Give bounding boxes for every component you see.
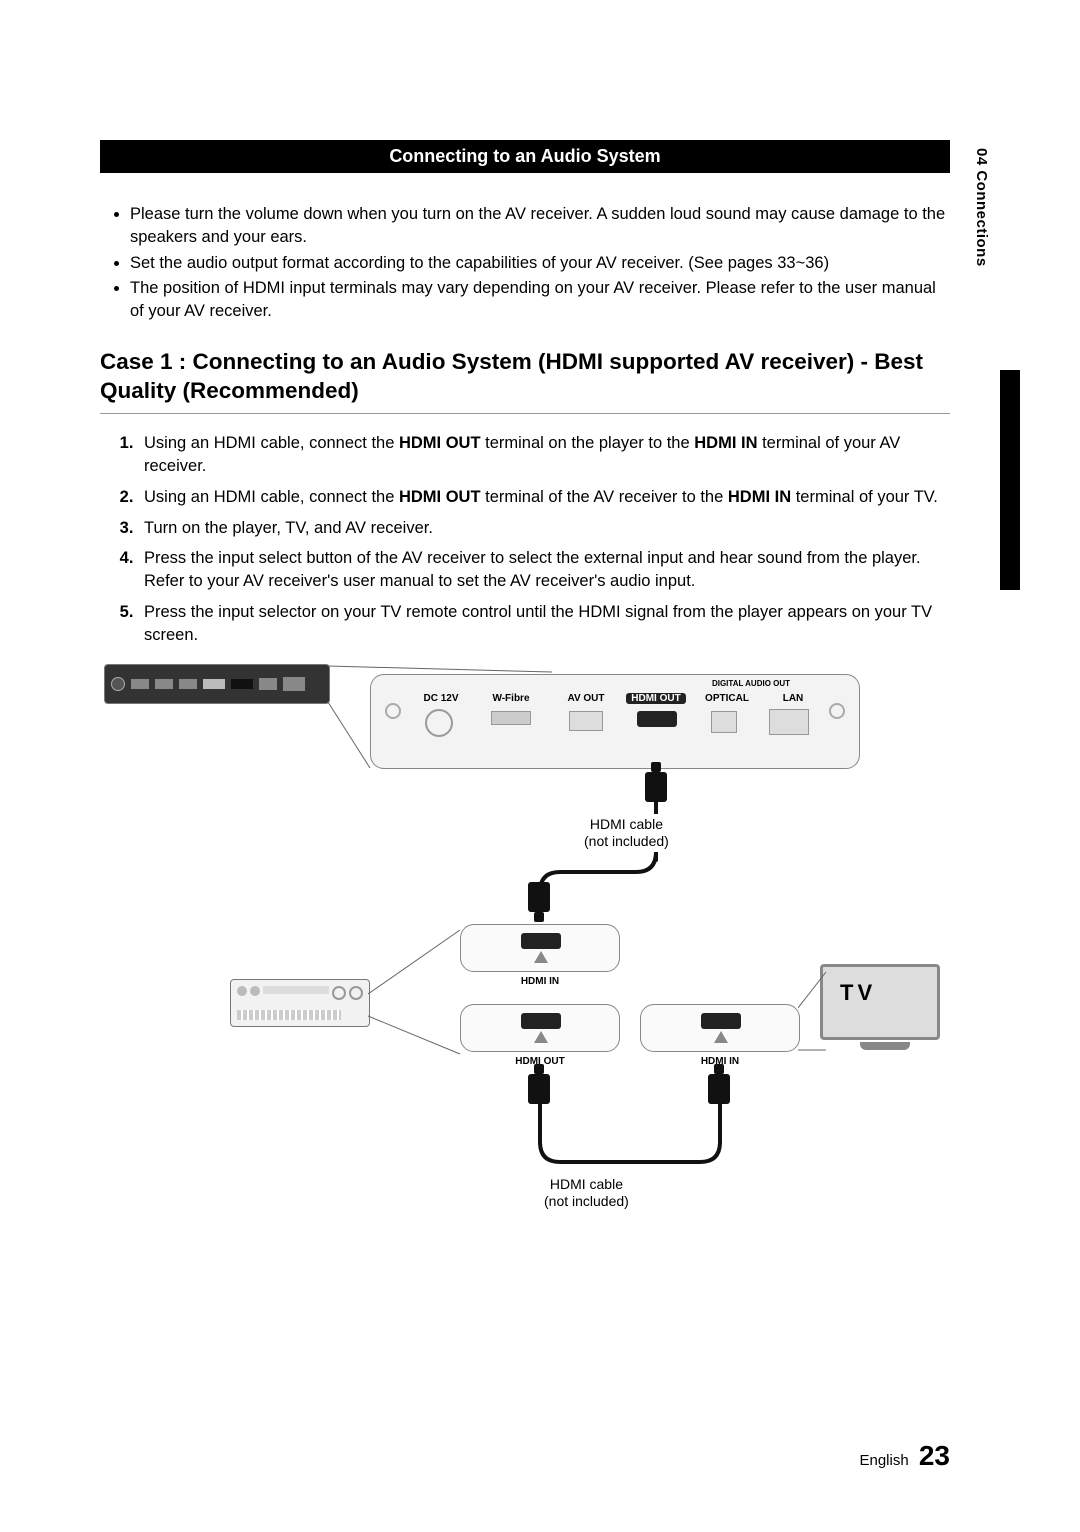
edge-thumb-tab [1000,370,1020,590]
page-body: Connecting to an Audio System Please tur… [100,140,950,1472]
cable-label: HDMI cable(not included) [540,1174,633,1212]
tv-icon [820,964,950,1059]
tv-label: TV [840,980,876,1006]
separator [100,413,950,414]
cable-path [500,794,700,914]
section-title-bar: Connecting to an Audio System [100,140,950,173]
connection-diagram: DC 12V W-Fibre AV OUT HDMI OUT OPTICAL L… [100,664,950,1244]
port-label-hdmi-out: HDMI OUT [626,693,686,704]
player-thumbnail [104,664,330,704]
receiver-callout [368,924,468,1064]
bullet-item: Please turn the volume down when you tur… [130,203,950,249]
footer-language: English [859,1452,908,1469]
port-label: DIGITAL AUDIO OUT [681,679,821,688]
player-rear-panel: DC 12V W-Fibre AV OUT HDMI OUT OPTICAL L… [370,674,860,769]
step-item: Press the input selector on your TV remo… [138,601,950,647]
av-receiver-icon [230,979,370,1027]
bullet-item: Set the audio output format according to… [130,252,950,275]
chapter-tab: 04 Connections [973,148,990,267]
step-item: Press the input select button of the AV … [138,547,950,593]
port-label: W-Fibre [481,693,541,704]
receiver-hdmi-in-panel [460,924,620,972]
port-label: OPTICAL [697,693,757,704]
port-label: DC 12V [411,693,471,704]
receiver-hdmi-out-panel [460,1004,620,1052]
cable-path-bottom [500,1102,760,1172]
intro-bullets: Please turn the volume down when you tur… [100,203,950,323]
page-number: 23 [919,1440,950,1471]
bullet-item: The position of HDMI input terminals may… [130,277,950,323]
tv-hdmi-in-panel [640,1004,800,1052]
hdmi-plug-icon [708,1074,730,1104]
port-label: AV OUT [556,693,616,704]
step-item: Turn on the player, TV, and AV receiver. [138,517,950,540]
tv-callout [798,964,838,1060]
step-item: Using an HDMI cable, connect the HDMI OU… [138,486,950,509]
hdmi-plug-icon [528,1074,550,1104]
page-footer: English 23 [859,1440,950,1472]
step-item: Using an HDMI cable, connect the HDMI OU… [138,432,950,478]
steps-list: Using an HDMI cable, connect the HDMI OU… [100,432,950,646]
case-heading: Case 1 : Connecting to an Audio System (… [100,347,950,406]
port-label: LAN [763,693,823,704]
hdmi-in-label: HDMI IN [510,976,570,987]
cable-label: HDMI cable(not included) [580,814,673,852]
